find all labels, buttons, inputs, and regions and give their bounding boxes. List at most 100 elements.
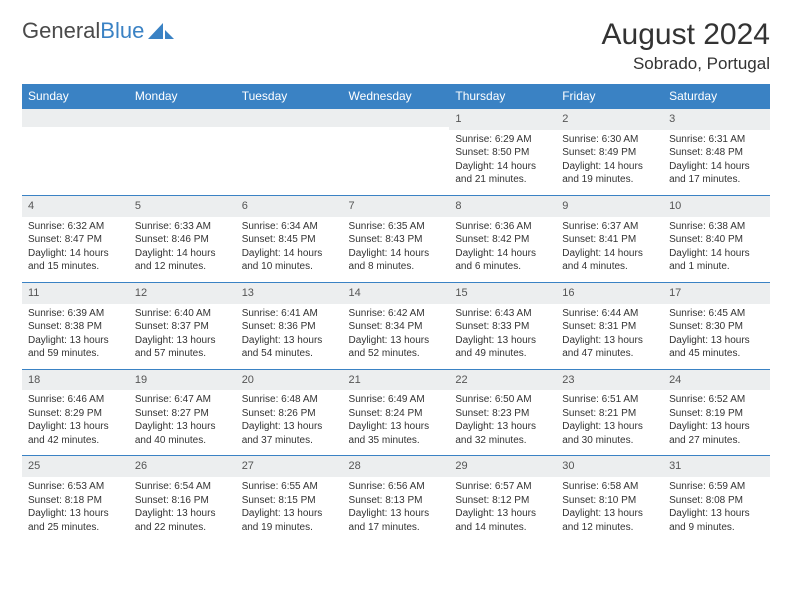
weekday-header: Tuesday bbox=[236, 84, 343, 109]
day-info: Sunrise: 6:33 AMSunset: 8:46 PMDaylight:… bbox=[129, 217, 236, 282]
day-info: Sunrise: 6:38 AMSunset: 8:40 PMDaylight:… bbox=[663, 217, 770, 282]
calendar-day-cell bbox=[236, 109, 343, 196]
day-number: 11 bbox=[22, 283, 129, 304]
daylight-text: Daylight: 13 hours and 12 minutes. bbox=[562, 507, 657, 534]
daylight-text: Daylight: 14 hours and 17 minutes. bbox=[669, 160, 764, 187]
calendar-day-cell: 26Sunrise: 6:54 AMSunset: 8:16 PMDayligh… bbox=[129, 456, 236, 542]
sunset-text: Sunset: 8:23 PM bbox=[455, 407, 550, 421]
day-number: 20 bbox=[236, 370, 343, 391]
calendar-day-cell: 3Sunrise: 6:31 AMSunset: 8:48 PMDaylight… bbox=[663, 109, 770, 196]
day-number: 19 bbox=[129, 370, 236, 391]
day-info: Sunrise: 6:47 AMSunset: 8:27 PMDaylight:… bbox=[129, 390, 236, 455]
calendar-week-row: 1Sunrise: 6:29 AMSunset: 8:50 PMDaylight… bbox=[22, 109, 770, 196]
calendar-day-cell: 20Sunrise: 6:48 AMSunset: 8:26 PMDayligh… bbox=[236, 369, 343, 456]
daylight-text: Daylight: 14 hours and 4 minutes. bbox=[562, 247, 657, 274]
day-info: Sunrise: 6:50 AMSunset: 8:23 PMDaylight:… bbox=[449, 390, 556, 455]
sunset-text: Sunset: 8:33 PM bbox=[455, 320, 550, 334]
day-number: 9 bbox=[556, 196, 663, 217]
sunrise-text: Sunrise: 6:58 AM bbox=[562, 480, 657, 494]
day-info: Sunrise: 6:52 AMSunset: 8:19 PMDaylight:… bbox=[663, 390, 770, 455]
day-number: 10 bbox=[663, 196, 770, 217]
daylight-text: Daylight: 13 hours and 40 minutes. bbox=[135, 420, 230, 447]
daylight-text: Daylight: 13 hours and 27 minutes. bbox=[669, 420, 764, 447]
day-number: 22 bbox=[449, 370, 556, 391]
day-number: 21 bbox=[343, 370, 450, 391]
sunrise-text: Sunrise: 6:35 AM bbox=[349, 220, 444, 234]
daylight-text: Daylight: 13 hours and 19 minutes. bbox=[242, 507, 337, 534]
calendar-day-cell: 2Sunrise: 6:30 AMSunset: 8:49 PMDaylight… bbox=[556, 109, 663, 196]
sunrise-text: Sunrise: 6:34 AM bbox=[242, 220, 337, 234]
day-number: 31 bbox=[663, 456, 770, 477]
sunrise-text: Sunrise: 6:47 AM bbox=[135, 393, 230, 407]
calendar-day-cell: 21Sunrise: 6:49 AMSunset: 8:24 PMDayligh… bbox=[343, 369, 450, 456]
sunset-text: Sunset: 8:37 PM bbox=[135, 320, 230, 334]
daylight-text: Daylight: 14 hours and 10 minutes. bbox=[242, 247, 337, 274]
day-number: 24 bbox=[663, 370, 770, 391]
daylight-text: Daylight: 13 hours and 42 minutes. bbox=[28, 420, 123, 447]
day-number: 2 bbox=[556, 109, 663, 130]
day-number: 27 bbox=[236, 456, 343, 477]
sunset-text: Sunset: 8:21 PM bbox=[562, 407, 657, 421]
weekday-header: Saturday bbox=[663, 84, 770, 109]
sunrise-text: Sunrise: 6:32 AM bbox=[28, 220, 123, 234]
calendar-day-cell: 1Sunrise: 6:29 AMSunset: 8:50 PMDaylight… bbox=[449, 109, 556, 196]
daylight-text: Daylight: 13 hours and 30 minutes. bbox=[562, 420, 657, 447]
sunset-text: Sunset: 8:31 PM bbox=[562, 320, 657, 334]
sunset-text: Sunset: 8:42 PM bbox=[455, 233, 550, 247]
day-info: Sunrise: 6:44 AMSunset: 8:31 PMDaylight:… bbox=[556, 304, 663, 369]
day-info: Sunrise: 6:46 AMSunset: 8:29 PMDaylight:… bbox=[22, 390, 129, 455]
day-info: Sunrise: 6:51 AMSunset: 8:21 PMDaylight:… bbox=[556, 390, 663, 455]
day-info: Sunrise: 6:59 AMSunset: 8:08 PMDaylight:… bbox=[663, 477, 770, 542]
sunset-text: Sunset: 8:34 PM bbox=[349, 320, 444, 334]
daylight-text: Daylight: 13 hours and 25 minutes. bbox=[28, 507, 123, 534]
sunset-text: Sunset: 8:15 PM bbox=[242, 494, 337, 508]
sunset-text: Sunset: 8:12 PM bbox=[455, 494, 550, 508]
logo: GeneralBlue bbox=[22, 18, 174, 44]
sunrise-text: Sunrise: 6:40 AM bbox=[135, 307, 230, 321]
calendar-day-cell: 25Sunrise: 6:53 AMSunset: 8:18 PMDayligh… bbox=[22, 456, 129, 542]
weekday-header-row: SundayMondayTuesdayWednesdayThursdayFrid… bbox=[22, 84, 770, 109]
day-info: Sunrise: 6:57 AMSunset: 8:12 PMDaylight:… bbox=[449, 477, 556, 542]
sunrise-text: Sunrise: 6:38 AM bbox=[669, 220, 764, 234]
day-info: Sunrise: 6:32 AMSunset: 8:47 PMDaylight:… bbox=[22, 217, 129, 282]
calendar-day-cell: 27Sunrise: 6:55 AMSunset: 8:15 PMDayligh… bbox=[236, 456, 343, 542]
day-number: 25 bbox=[22, 456, 129, 477]
sunrise-text: Sunrise: 6:31 AM bbox=[669, 133, 764, 147]
day-info: Sunrise: 6:49 AMSunset: 8:24 PMDaylight:… bbox=[343, 390, 450, 455]
daylight-text: Daylight: 13 hours and 52 minutes. bbox=[349, 334, 444, 361]
calendar-day-cell: 31Sunrise: 6:59 AMSunset: 8:08 PMDayligh… bbox=[663, 456, 770, 542]
calendar-day-cell: 7Sunrise: 6:35 AMSunset: 8:43 PMDaylight… bbox=[343, 195, 450, 282]
logo-text-1: General bbox=[22, 18, 100, 44]
day-number: 23 bbox=[556, 370, 663, 391]
sunrise-text: Sunrise: 6:42 AM bbox=[349, 307, 444, 321]
title-area: August 2024 Sobrado, Portugal bbox=[602, 18, 770, 74]
daylight-text: Daylight: 13 hours and 17 minutes. bbox=[349, 507, 444, 534]
sunrise-text: Sunrise: 6:43 AM bbox=[455, 307, 550, 321]
calendar-day-cell: 11Sunrise: 6:39 AMSunset: 8:38 PMDayligh… bbox=[22, 282, 129, 369]
calendar-day-cell: 13Sunrise: 6:41 AMSunset: 8:36 PMDayligh… bbox=[236, 282, 343, 369]
weekday-header: Friday bbox=[556, 84, 663, 109]
sunset-text: Sunset: 8:38 PM bbox=[28, 320, 123, 334]
day-number: 30 bbox=[556, 456, 663, 477]
day-info: Sunrise: 6:36 AMSunset: 8:42 PMDaylight:… bbox=[449, 217, 556, 282]
daylight-text: Daylight: 14 hours and 6 minutes. bbox=[455, 247, 550, 274]
calendar-day-cell: 18Sunrise: 6:46 AMSunset: 8:29 PMDayligh… bbox=[22, 369, 129, 456]
day-number: 18 bbox=[22, 370, 129, 391]
day-info: Sunrise: 6:40 AMSunset: 8:37 PMDaylight:… bbox=[129, 304, 236, 369]
calendar-day-cell: 8Sunrise: 6:36 AMSunset: 8:42 PMDaylight… bbox=[449, 195, 556, 282]
day-number: 5 bbox=[129, 196, 236, 217]
location: Sobrado, Portugal bbox=[602, 54, 770, 74]
calendar-body: 1Sunrise: 6:29 AMSunset: 8:50 PMDaylight… bbox=[22, 109, 770, 543]
day-number: 6 bbox=[236, 196, 343, 217]
day-number: 8 bbox=[449, 196, 556, 217]
sunrise-text: Sunrise: 6:30 AM bbox=[562, 133, 657, 147]
sunset-text: Sunset: 8:45 PM bbox=[242, 233, 337, 247]
daylight-text: Daylight: 14 hours and 15 minutes. bbox=[28, 247, 123, 274]
day-info: Sunrise: 6:43 AMSunset: 8:33 PMDaylight:… bbox=[449, 304, 556, 369]
daylight-text: Daylight: 13 hours and 49 minutes. bbox=[455, 334, 550, 361]
sunset-text: Sunset: 8:08 PM bbox=[669, 494, 764, 508]
day-info: Sunrise: 6:45 AMSunset: 8:30 PMDaylight:… bbox=[663, 304, 770, 369]
day-info: Sunrise: 6:29 AMSunset: 8:50 PMDaylight:… bbox=[449, 130, 556, 195]
sunset-text: Sunset: 8:40 PM bbox=[669, 233, 764, 247]
daylight-text: Daylight: 14 hours and 1 minute. bbox=[669, 247, 764, 274]
